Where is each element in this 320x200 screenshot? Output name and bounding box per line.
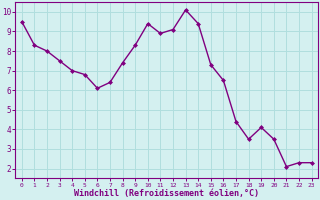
X-axis label: Windchill (Refroidissement éolien,°C): Windchill (Refroidissement éolien,°C)	[74, 189, 259, 198]
